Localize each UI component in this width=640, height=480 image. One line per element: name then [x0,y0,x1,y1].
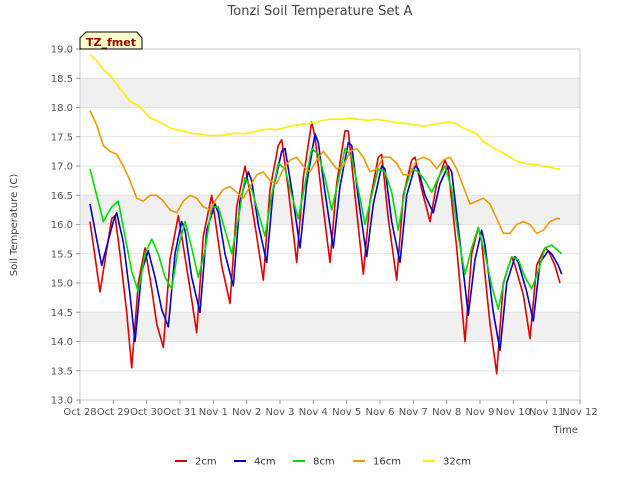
legend-label-32cm: 32cm [443,457,471,468]
y-tick-label: 19.0 [51,45,73,56]
y-tick-label: 14.5 [51,308,73,319]
series-layer [89,54,563,375]
y-tick-label: 18.5 [51,74,73,85]
series-line-2cm [89,121,561,375]
y-tick-label: 18.0 [51,103,73,114]
series-line-8cm [89,147,563,311]
x-tick-label: Oct 28 [63,407,96,418]
x-tick-label: Nov 6 [365,407,394,418]
legend-label-16cm: 16cm [373,457,401,468]
legend-label-8cm: 8cm [313,457,335,468]
x-tick-label: Nov 4 [299,407,328,418]
y-tick-label: 17.0 [51,162,73,173]
site-tag-label: TZ_fmet [86,36,136,49]
y-tick-label: 15.0 [51,279,73,290]
y-tick-label: 13.0 [51,396,73,407]
x-axis-ticks: Oct 28 Oct 29 Oct 30 Oct 31 Nov 1 Nov 2 Nov 3 N… [63,400,598,418]
x-tick-label: Nov 3 [265,407,294,418]
legend-label-4cm: 4cm [254,457,276,468]
y-axis-ticks: 13.0 13.5 14.0 14.5 15.0 15.5 16.0 16.5 17.0 17.5… [51,45,80,407]
x-axis-label: Time [553,425,578,436]
y-tick-label: 14.0 [51,337,73,348]
plot-band [80,78,580,108]
site-tag: TZ_fmet [79,31,143,50]
x-tick-label: Nov 12 [562,407,597,418]
chart-title: Tonzi Soil Temperature Set A [227,4,413,19]
x-tick-label: Nov 10 [496,407,531,418]
series-line-16cm [89,110,560,235]
x-tick-label: Nov 1 [199,407,228,418]
x-tick-label: Nov 5 [332,407,361,418]
legend-label-2cm: 2cm [195,457,217,468]
y-tick-label: 15.5 [51,249,73,260]
legend: 2cm 4cm 8cm 16cm 32cm [175,457,471,468]
x-tick-label: Oct 31 [163,407,196,418]
y-tick-label: 16.0 [51,220,73,231]
y-axis-label: Soil Temperature (C) [9,174,20,277]
x-tick-label: Oct 29 [97,407,130,418]
y-tick-label: 13.5 [51,366,73,377]
y-tick-label: 17.5 [51,132,73,143]
x-tick-label: Nov 2 [232,407,261,418]
x-tick-label: Nov 9 [465,407,494,418]
x-tick-label: Nov 11 [529,407,564,418]
x-tick-label: Nov 7 [399,407,428,418]
site-tag-shape [79,31,143,50]
series-line-32cm [89,54,560,170]
y-tick-label: 16.5 [51,191,73,202]
series-line-4cm [89,133,563,352]
x-tick-label: Oct 30 [130,407,163,418]
x-tick-label: Nov 8 [432,407,461,418]
